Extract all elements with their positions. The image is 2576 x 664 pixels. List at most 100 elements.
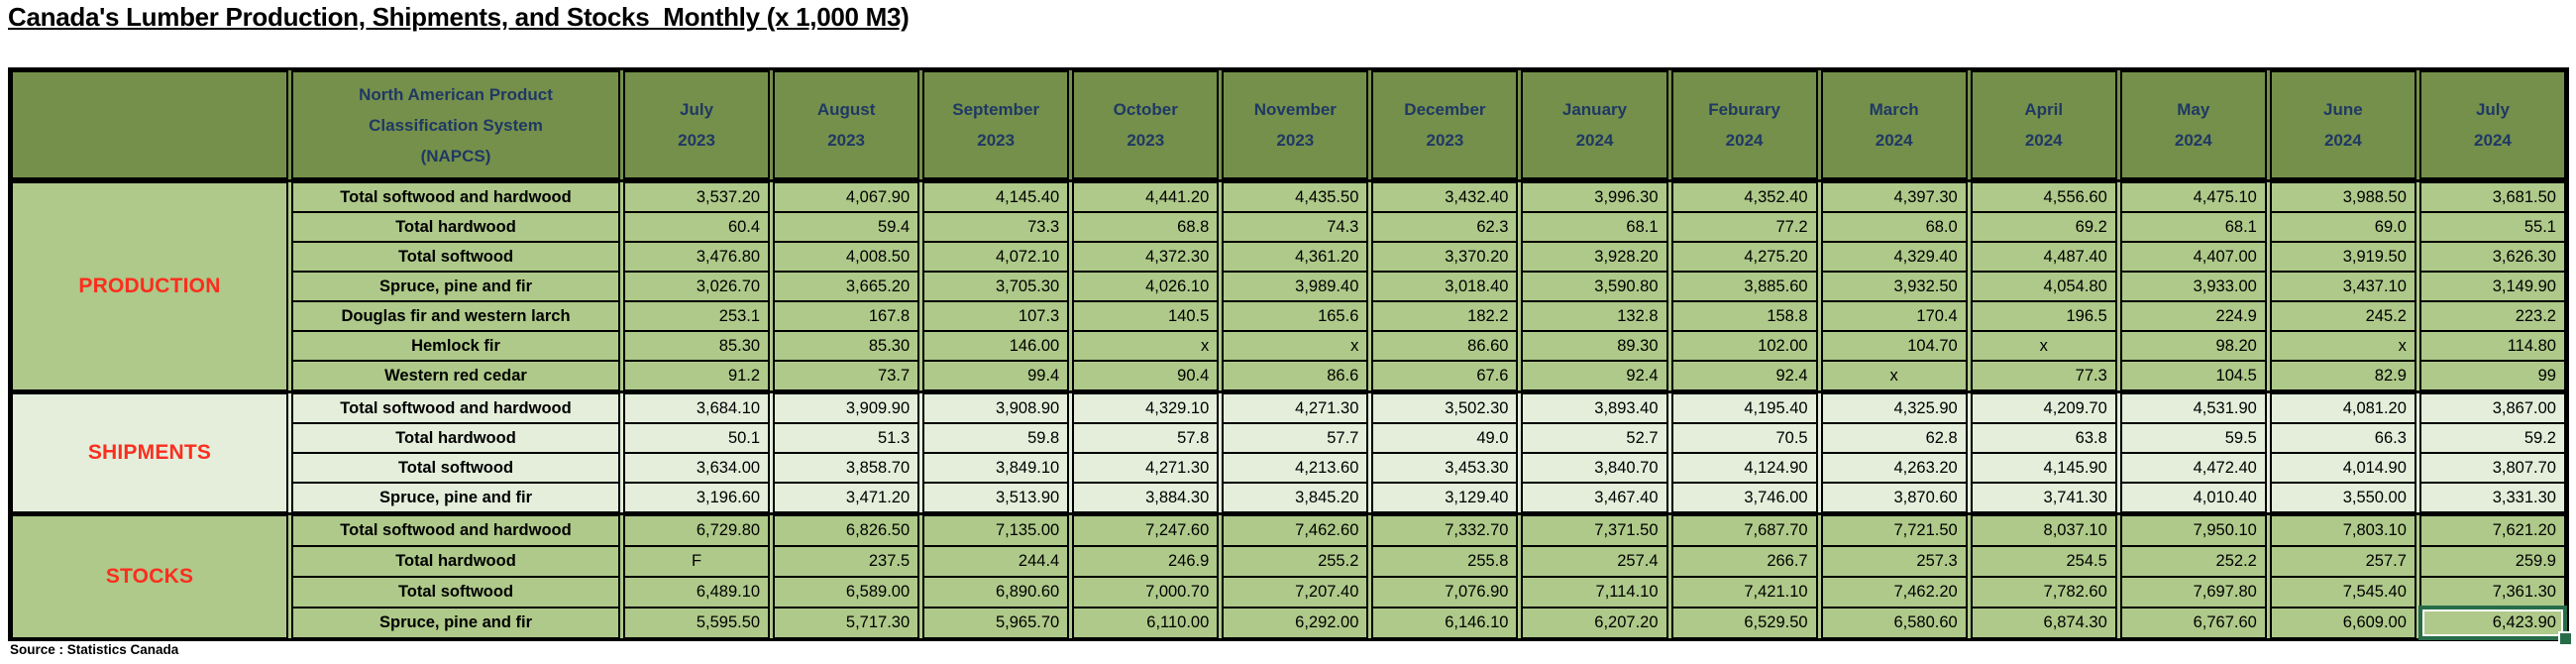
value-cell[interactable]: 3,370.20: [1371, 242, 1519, 272]
value-cell[interactable]: 254.5: [1970, 546, 2117, 577]
value-cell[interactable]: 252.2: [2119, 546, 2267, 577]
value-cell[interactable]: 6,207.20: [1521, 608, 1668, 638]
value-cell[interactable]: 3,476.80: [623, 242, 771, 272]
value-cell[interactable]: 62.3: [1371, 212, 1519, 242]
value-cell[interactable]: 4,271.30: [1222, 393, 1369, 423]
value-cell[interactable]: 158.8: [1670, 301, 1818, 331]
corner-cell[interactable]: [11, 70, 288, 179]
value-cell[interactable]: 107.3: [922, 301, 1070, 331]
row-label[interactable]: Total softwood and hardwood: [291, 182, 620, 212]
value-cell[interactable]: 223.2: [2418, 301, 2566, 331]
row-label[interactable]: Total hardwood: [291, 546, 620, 577]
value-cell[interactable]: 3,909.90: [773, 393, 920, 423]
month-header[interactable]: April 2024: [1970, 70, 2117, 179]
value-cell[interactable]: 3,893.40: [1521, 393, 1668, 423]
value-cell[interactable]: 7,545.40: [2269, 577, 2416, 608]
month-header[interactable]: November 2023: [1222, 70, 1369, 179]
value-cell[interactable]: 4,372.30: [1072, 242, 1220, 272]
value-cell[interactable]: 66.3: [2269, 423, 2416, 453]
value-cell[interactable]: 5,717.30: [773, 608, 920, 638]
value-cell[interactable]: 3,129.40: [1371, 483, 1519, 512]
value-cell[interactable]: 99: [2418, 361, 2566, 390]
value-cell[interactable]: 3,502.30: [1371, 393, 1519, 423]
value-cell[interactable]: 3,845.20: [1222, 483, 1369, 512]
value-cell[interactable]: 4,352.40: [1670, 182, 1818, 212]
value-cell[interactable]: 7,687.70: [1670, 515, 1818, 546]
value-cell[interactable]: 3,513.90: [922, 483, 1070, 512]
value-cell[interactable]: 8,037.10: [1970, 515, 2117, 546]
value-cell[interactable]: x: [1222, 331, 1369, 361]
value-cell[interactable]: 3,590.80: [1521, 272, 1668, 301]
row-label[interactable]: Total softwood: [291, 242, 620, 272]
value-cell[interactable]: 82.9: [2269, 361, 2416, 390]
value-cell[interactable]: 4,361.20: [1222, 242, 1369, 272]
month-header[interactable]: Feburary 2024: [1670, 70, 1818, 179]
value-cell[interactable]: 4,407.00: [2119, 242, 2267, 272]
row-label[interactable]: Hemlock fir: [291, 331, 620, 361]
month-header[interactable]: June 2024: [2269, 70, 2416, 179]
value-cell[interactable]: 4,195.40: [1670, 393, 1818, 423]
value-cell[interactable]: 85.30: [773, 331, 920, 361]
value-cell[interactable]: 92.4: [1670, 361, 1818, 390]
value-cell[interactable]: 165.6: [1222, 301, 1369, 331]
value-cell[interactable]: 3,149.90: [2418, 272, 2566, 301]
value-cell[interactable]: 104.5: [2119, 361, 2267, 390]
value-cell[interactable]: 86.60: [1371, 331, 1519, 361]
value-cell[interactable]: 6,890.60: [922, 577, 1070, 608]
value-cell[interactable]: 7,421.10: [1670, 577, 1818, 608]
value-cell[interactable]: 3,331.30: [2418, 483, 2566, 512]
value-cell[interactable]: 6,589.00: [773, 577, 920, 608]
value-cell[interactable]: 4,435.50: [1222, 182, 1369, 212]
value-cell[interactable]: 104.70: [1820, 331, 1968, 361]
value-cell[interactable]: 74.3: [1222, 212, 1369, 242]
value-cell[interactable]: 59.4: [773, 212, 920, 242]
value-cell[interactable]: 6,146.10: [1371, 608, 1519, 638]
value-cell[interactable]: 4,441.20: [1072, 182, 1220, 212]
value-cell[interactable]: 77.3: [1970, 361, 2117, 390]
selected-cell[interactable]: 6,423.90: [2417, 606, 2573, 646]
value-cell[interactable]: 6,110.00: [1072, 608, 1220, 638]
value-cell[interactable]: 140.5: [1072, 301, 1220, 331]
fill-handle[interactable]: [2557, 631, 2573, 646]
value-cell[interactable]: 255.2: [1222, 546, 1369, 577]
value-cell[interactable]: 69.0: [2269, 212, 2416, 242]
value-cell[interactable]: 114.80: [2418, 331, 2566, 361]
value-cell[interactable]: 4,067.90: [773, 182, 920, 212]
value-cell[interactable]: 255.8: [1371, 546, 1519, 577]
value-cell[interactable]: 4,472.40: [2119, 453, 2267, 483]
value-cell[interactable]: 3,196.60: [623, 483, 771, 512]
value-cell[interactable]: F: [623, 546, 771, 577]
value-cell[interactable]: 57.7: [1222, 423, 1369, 453]
value-cell[interactable]: 4,145.40: [922, 182, 1070, 212]
value-cell[interactable]: x: [1820, 361, 1968, 390]
value-cell[interactable]: x: [1970, 331, 2117, 361]
value-cell[interactable]: 196.5: [1970, 301, 2117, 331]
value-cell[interactable]: 91.2: [623, 361, 771, 390]
value-cell[interactable]: 3,867.00: [2418, 393, 2566, 423]
row-label[interactable]: Spruce, pine and fir: [291, 608, 620, 638]
value-cell[interactable]: 73.3: [922, 212, 1070, 242]
month-header[interactable]: July 2024: [2418, 70, 2566, 179]
value-cell[interactable]: 4,531.90: [2119, 393, 2267, 423]
value-cell[interactable]: 68.0: [1820, 212, 1968, 242]
month-header[interactable]: December 2023: [1371, 70, 1519, 179]
row-label[interactable]: Total softwood and hardwood: [291, 515, 620, 546]
value-cell[interactable]: 3,437.10: [2269, 272, 2416, 301]
row-label[interactable]: Total softwood and hardwood: [291, 393, 620, 423]
value-cell[interactable]: 246.9: [1072, 546, 1220, 577]
value-cell[interactable]: 3,684.10: [623, 393, 771, 423]
value-cell[interactable]: 3,908.90: [922, 393, 1070, 423]
value-cell[interactable]: 4,026.10: [1072, 272, 1220, 301]
value-cell[interactable]: 3,885.60: [1670, 272, 1818, 301]
value-cell[interactable]: 92.4: [1521, 361, 1668, 390]
row-label[interactable]: Total hardwood: [291, 423, 620, 453]
value-cell[interactable]: 3,705.30: [922, 272, 1070, 301]
napcs-header[interactable]: North American Product Classification Sy…: [291, 70, 620, 179]
row-label[interactable]: Spruce, pine and fir: [291, 483, 620, 512]
value-cell[interactable]: 70.5: [1670, 423, 1818, 453]
month-header[interactable]: March 2024: [1820, 70, 1968, 179]
value-cell[interactable]: 67.6: [1371, 361, 1519, 390]
value-cell[interactable]: 7,371.50: [1521, 515, 1668, 546]
value-cell[interactable]: 4,329.40: [1820, 242, 1968, 272]
value-cell[interactable]: 5,595.50: [623, 608, 771, 638]
